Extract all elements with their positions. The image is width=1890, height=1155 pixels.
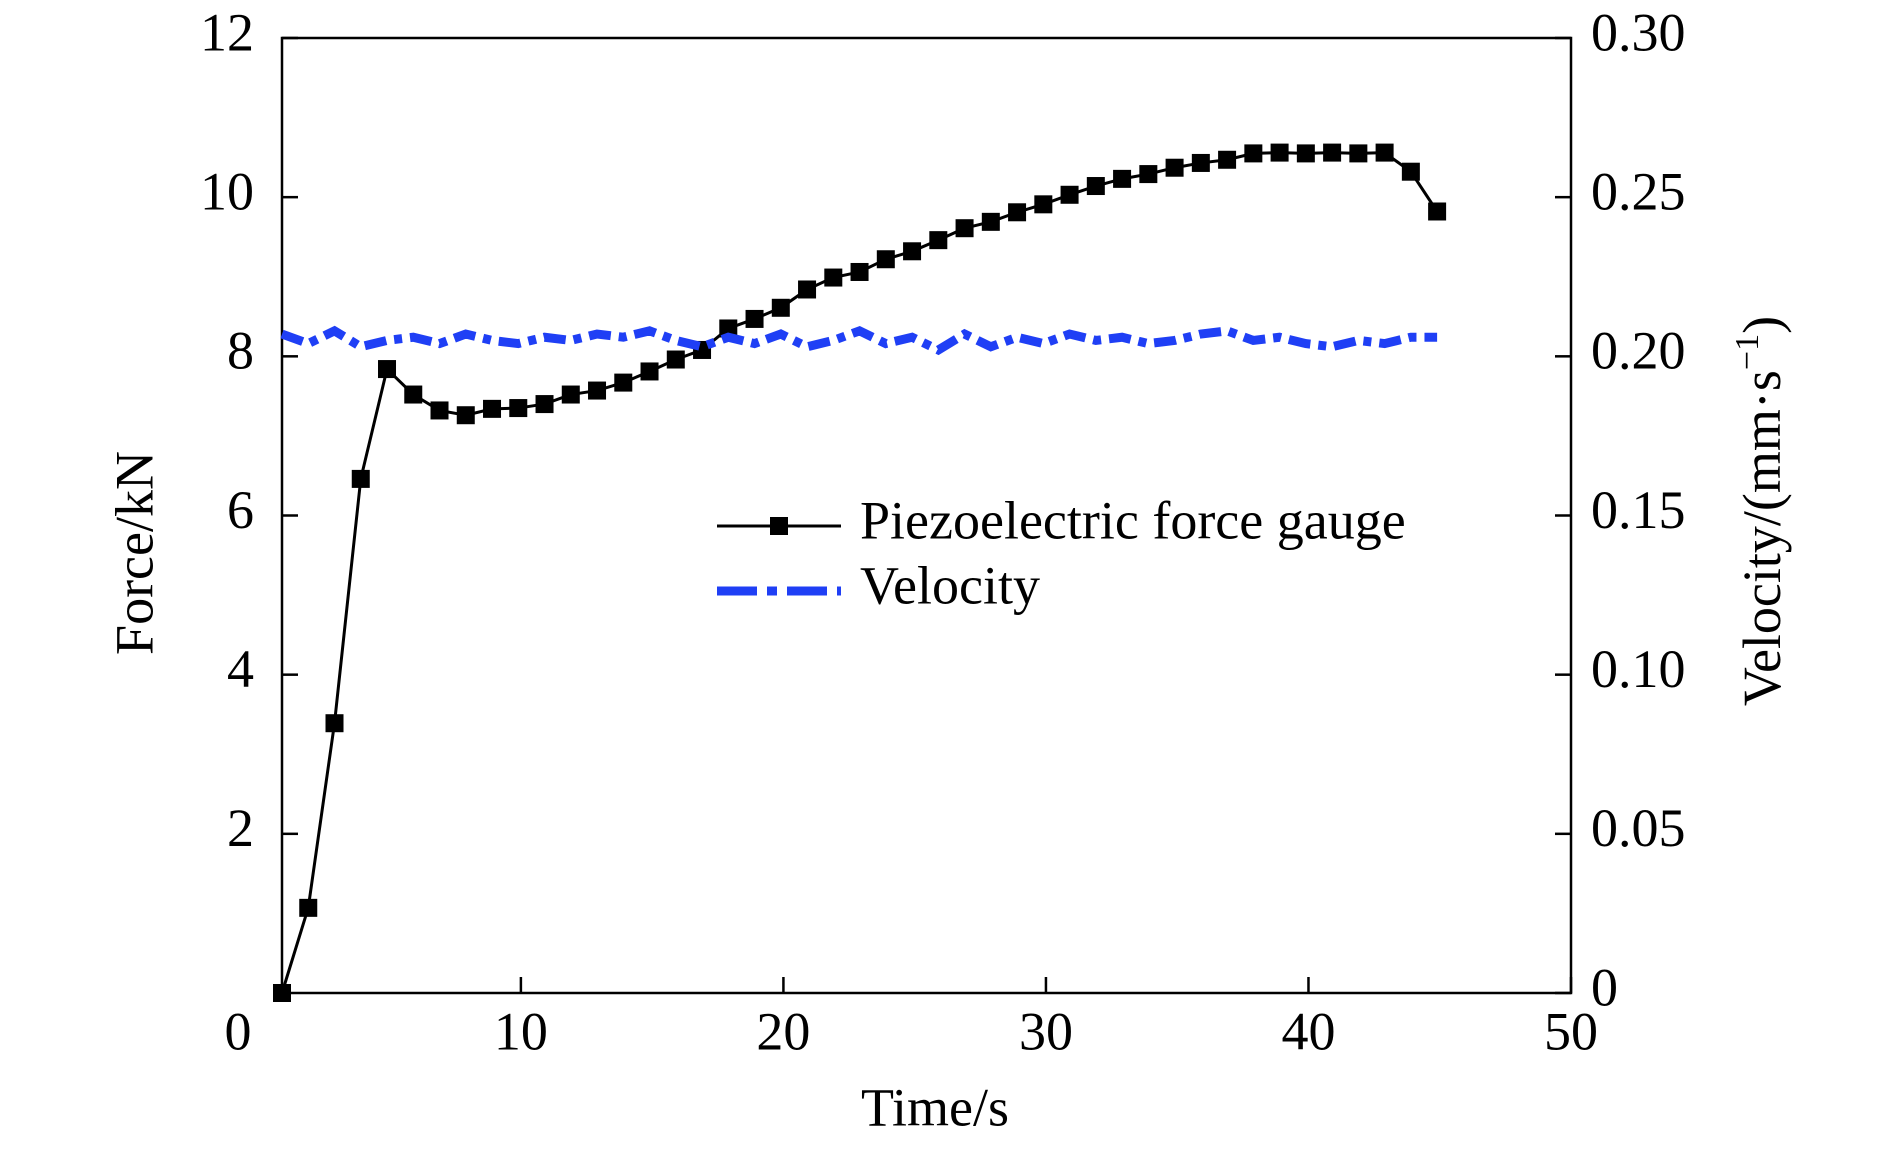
marker: [535, 395, 554, 414]
marker: [850, 262, 869, 281]
marker: [1034, 195, 1053, 214]
marker: [1060, 185, 1079, 204]
marker: [903, 242, 922, 261]
x-axis-label: Time/s: [861, 1077, 1009, 1137]
marker: [1218, 150, 1237, 169]
marker: [1401, 162, 1420, 181]
marker: [378, 360, 397, 379]
y2-tick-label: 0.10: [1591, 639, 1686, 699]
legend-label: Piezoelectric force gauge: [860, 490, 1406, 550]
marker: [1296, 144, 1315, 163]
x-tick-label: 30: [1019, 1001, 1073, 1061]
x-tick-label: 40: [1281, 1001, 1335, 1061]
marker: [981, 212, 1000, 231]
y2-tick-label: 0.05: [1591, 798, 1686, 858]
marker: [824, 268, 843, 287]
marker: [325, 714, 344, 733]
y2-tick-label: 0.25: [1591, 162, 1686, 222]
marker: [456, 406, 475, 425]
marker: [1270, 143, 1289, 162]
y2-axis-label: Velocity/(mm·s−1): [1729, 316, 1793, 706]
y2-tick-label: 0.20: [1591, 321, 1686, 381]
marker: [273, 984, 291, 1002]
marker: [299, 898, 318, 917]
marker: [1428, 202, 1447, 221]
marker: [1086, 177, 1105, 196]
marker: [1165, 158, 1184, 177]
marker: [719, 319, 738, 338]
marker: [1008, 203, 1027, 222]
marker: [798, 280, 817, 299]
x-tick-label: 10: [494, 1001, 548, 1061]
marker: [666, 350, 685, 369]
marker: [509, 399, 528, 418]
y2-tick-label: 0: [1591, 957, 1618, 1017]
marker: [1191, 153, 1210, 172]
marker: [1244, 144, 1263, 163]
marker: [640, 362, 659, 381]
y-tick-label: 4: [227, 639, 254, 699]
y2-label-main: Velocity/(mm·s: [1732, 370, 1792, 706]
marker: [1349, 144, 1368, 163]
marker: [1375, 143, 1394, 162]
marker: [351, 469, 370, 488]
origin-label: 0: [225, 1001, 252, 1061]
marker: [561, 385, 580, 404]
marker: [929, 231, 948, 250]
marker: [1113, 169, 1132, 188]
marker: [771, 298, 790, 317]
x-tick-label: 50: [1544, 1001, 1598, 1061]
y-axis-label: Force/kN: [104, 451, 164, 655]
marker: [876, 250, 895, 269]
marker: [404, 385, 423, 404]
legend-marker: [770, 517, 788, 535]
marker: [745, 309, 764, 328]
y-tick-label: 2: [227, 798, 254, 858]
y-tick-label: 12: [200, 2, 254, 62]
y-tick-label: 6: [227, 480, 254, 540]
y-tick-label: 10: [200, 162, 254, 222]
y2-label-sup: −1: [1729, 334, 1766, 370]
marker: [1139, 165, 1158, 184]
marker: [955, 219, 974, 238]
marker: [483, 399, 502, 418]
y2-tick-label: 0.30: [1591, 2, 1686, 62]
marker: [430, 401, 449, 420]
marker: [614, 373, 633, 392]
legend-label: Velocity: [860, 555, 1040, 615]
y-tick-label: 8: [227, 321, 254, 381]
marker: [1323, 143, 1342, 162]
marker: [588, 381, 607, 400]
x-tick-label: 20: [756, 1001, 810, 1061]
y2-tick-label: 0.15: [1591, 480, 1686, 540]
series-line: [280, 325, 1438, 356]
y2-label-end: ): [1732, 316, 1792, 334]
